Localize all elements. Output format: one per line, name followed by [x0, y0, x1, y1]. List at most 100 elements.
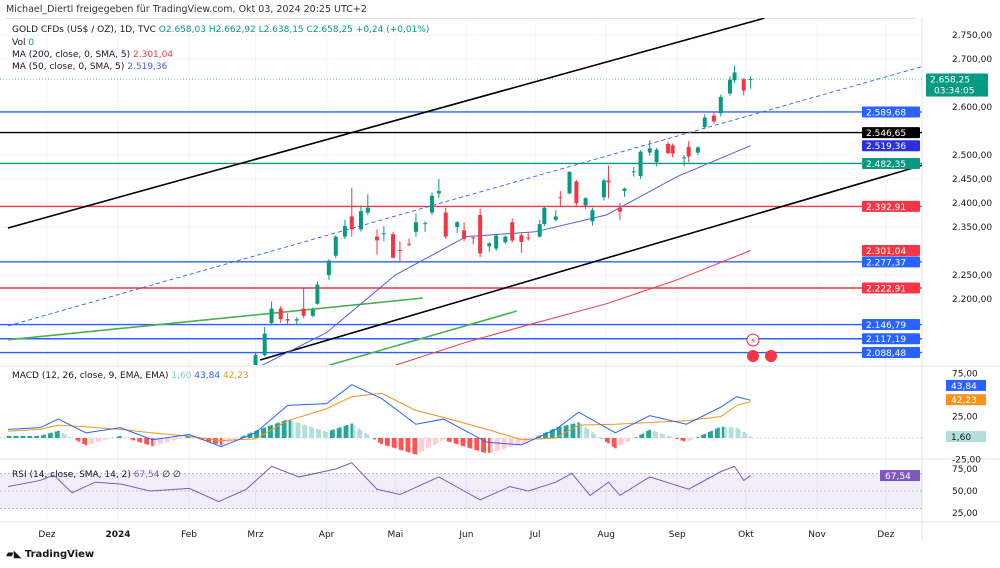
macd-histogram-bar	[384, 438, 388, 446]
macd-signal-line	[7, 392, 751, 442]
candle-body	[301, 308, 306, 316]
macd-histogram-bar	[419, 438, 422, 453]
macd-histogram-bar	[405, 438, 409, 452]
level-price-tag-bg	[862, 319, 920, 331]
ma200-legend[interactable]: MA (200, close, 0, SMA, 5) 2.301,04	[12, 50, 173, 60]
indicator-price-tag-bg	[862, 140, 920, 152]
candle-body	[617, 207, 622, 212]
macd-histogram-bar	[666, 435, 670, 438]
ma200-label: MA (200, close, 0, SMA, 5)	[12, 50, 131, 60]
level-price-tag: 2.222,91	[866, 285, 906, 295]
symbol-name[interactable]: GOLD CFDs (US$ / OZ), 1D, TVC	[12, 25, 156, 35]
price-tick: 2.200,00	[952, 295, 992, 305]
macd-histogram-bar	[641, 433, 645, 438]
candle-body	[601, 180, 606, 198]
macd-histogram-bar	[352, 425, 356, 438]
macd-histogram-bar	[682, 438, 686, 442]
macd-histogram-bar	[284, 420, 287, 438]
macd-histogram-bar	[201, 438, 205, 440]
macd-histogram-bar	[8, 435, 12, 438]
candle-body	[519, 235, 524, 242]
macd-histogram-bar	[304, 425, 308, 438]
macd-histogram-bar	[29, 435, 33, 438]
macd-histogram-bar	[696, 436, 700, 438]
candle-body	[748, 79, 753, 81]
macd-histogram-bar	[593, 433, 597, 438]
macd-tag-bg	[946, 379, 986, 391]
volume-legend[interactable]: Vol 0	[12, 38, 34, 48]
macd-histogram-bar	[325, 431, 328, 438]
macd-histogram-bar	[662, 434, 665, 438]
candle-body	[391, 234, 396, 258]
macd-histogram-bar	[240, 436, 244, 438]
macd-histogram-bar	[483, 438, 487, 453]
candle-body	[358, 211, 363, 230]
macd-histogram-bar	[277, 422, 280, 438]
level-price-tag: 2.146,79	[866, 321, 906, 331]
macd-histogram-bar	[339, 427, 342, 438]
ohlc-open: O2.658,03	[158, 25, 206, 35]
macd-histogram-bar	[309, 426, 312, 438]
rsi-legend[interactable]: RSI (14, close, SMA, 14, 2) 67,54 ∅ ∅	[12, 470, 181, 480]
price-tick: 2.750,00	[952, 31, 992, 41]
macd-histogram-bar	[680, 438, 684, 441]
macd-histogram-bar	[77, 438, 81, 442]
macd-tick: -25,00	[952, 456, 981, 466]
candle-body	[702, 117, 707, 128]
macd-histogram-bar	[212, 438, 216, 444]
macd-histogram-bar	[394, 438, 397, 449]
candle-body	[553, 216, 558, 220]
macd-histogram-bar	[600, 438, 603, 439]
level-price-tag: 2.088,48	[866, 349, 906, 359]
ma50-legend[interactable]: MA (50, close, 0, SMA, 5) 2.519,36	[12, 62, 167, 72]
macd-histogram-bar	[146, 438, 150, 445]
macd-histogram-bar	[543, 433, 546, 438]
macd-histogram-bar	[91, 438, 95, 444]
macd-histogram-bar	[467, 438, 470, 448]
rsi-tick: 50,00	[952, 487, 978, 497]
macd-legend[interactable]: MACD (12, 26, close, 9, EMA, EMA) 1,60 4…	[12, 371, 249, 381]
macd-histogram-bar	[249, 432, 253, 438]
macd-histogram-bar	[118, 435, 122, 438]
time-tick: Dez	[38, 530, 55, 540]
macd-histogram-bar	[625, 438, 629, 443]
macd-histogram-bar	[290, 420, 294, 438]
ma50-line	[261, 145, 751, 365]
macd-histogram-bar	[387, 438, 390, 447]
macd-histogram-bar	[151, 438, 154, 447]
macd-histogram-bar	[47, 433, 51, 438]
macd-histogram-bar	[488, 438, 491, 453]
candle-body	[407, 243, 412, 245]
candle-body	[413, 222, 418, 232]
macd-histogram-bar	[359, 429, 363, 438]
macd-histogram-bar	[57, 430, 60, 438]
macd-histogram-bar	[400, 438, 404, 451]
macd-histogram-bar	[364, 433, 367, 438]
macd-histogram-bar	[105, 438, 108, 440]
volume-value: 0	[28, 38, 35, 48]
macd-histogram-bar	[13, 435, 17, 438]
macd-histogram-bar	[607, 438, 610, 444]
macd-histogram-bar	[439, 438, 443, 442]
macd-histogram-bar	[274, 423, 278, 438]
macd-histogram-bar	[336, 428, 340, 438]
countdown-bg	[926, 84, 988, 97]
macd-histogram-bar	[256, 429, 260, 438]
level-price-tag-bg	[862, 127, 920, 139]
tradingview-logo[interactable]: ▰◣ TradingView	[6, 549, 94, 560]
macd-histogram-bar	[398, 438, 402, 450]
macd-histogram-bar	[219, 438, 223, 446]
macd-histogram-bar	[187, 435, 191, 438]
trendline	[328, 310, 518, 365]
macd-histogram-bar	[82, 438, 85, 445]
price-tick: 2.700,00	[952, 55, 992, 65]
macd-histogram-bar	[123, 437, 127, 438]
macd-tag: 42,23	[951, 396, 977, 406]
macd-histogram-bar	[171, 438, 175, 441]
macd-tag: 43,84	[951, 382, 977, 392]
trendline	[7, 18, 765, 229]
candle-body	[349, 216, 354, 230]
macd-tag-bg	[946, 431, 986, 443]
